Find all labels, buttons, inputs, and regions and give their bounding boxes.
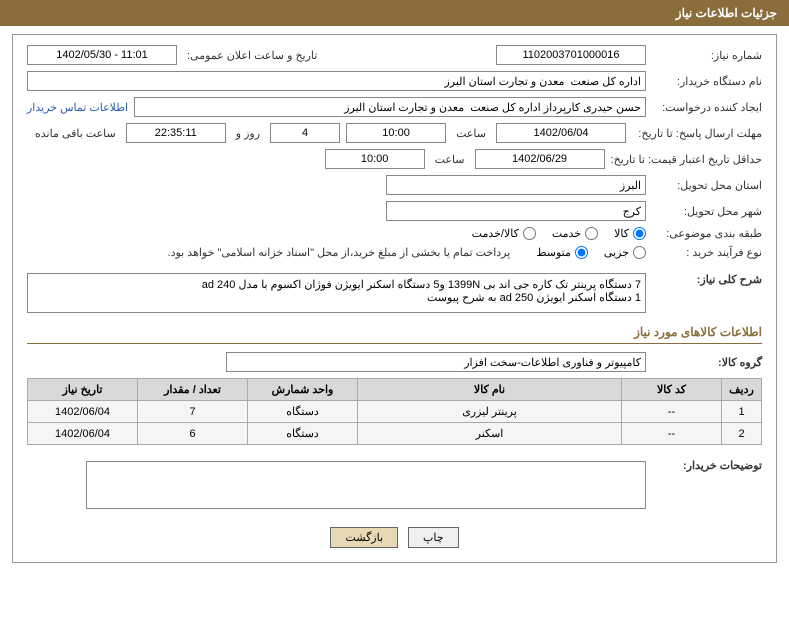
label-remaining: ساعت باقی مانده [31,127,120,140]
goods-table: ردیف کد کالا نام کالا واحد شمارش تعداد /… [27,378,762,445]
page-header: جزئیات اطلاعات نیاز [0,0,789,26]
radio-medium[interactable] [575,246,588,259]
table-cell: 1 [722,401,762,423]
radio-group-purchase: جزیی متوسط [536,246,646,259]
row-province: استان محل تحویل: [27,175,762,195]
input-announce-date[interactable] [27,45,177,65]
input-goods-group[interactable] [226,352,646,372]
row-city: شهر محل تحویل: [27,201,762,221]
label-announce-date: تاریخ و ساعت اعلان عمومی: [183,49,321,62]
textarea-summary[interactable] [27,273,646,313]
input-response-date[interactable] [496,123,626,143]
th-date: تاریخ نیاز [28,379,138,401]
form-container: شماره نیاز: تاریخ و ساعت اعلان عمومی: نا… [12,34,777,563]
label-response-time: ساعت [452,127,490,140]
row-buyer-org: نام دستگاه خریدار: [27,71,762,91]
back-button[interactable]: بازگشت [330,527,398,548]
input-response-time[interactable] [346,123,446,143]
label-summary: شرح کلی نیاز: [652,273,762,286]
radio-group-category: کالا خدمت کالا/خدمت [472,227,646,240]
link-contact-buyer[interactable]: اطلاعات تماس خریدار [27,101,128,114]
label-buyer-notes: توضیحات خریدار: [652,459,762,472]
input-validity-date[interactable] [475,149,605,169]
label-validity-time: ساعت [431,153,469,166]
buyer-notes-box[interactable] [86,461,646,509]
th-unit: واحد شمارش [248,379,358,401]
table-header-row: ردیف کد کالا نام کالا واحد شمارش تعداد /… [28,379,762,401]
label-category: طبقه بندی موضوعی: [652,227,762,240]
row-category: طبقه بندی موضوعی: کالا خدمت کالا/خدمت [27,227,762,240]
table-cell: -- [622,401,722,423]
radio-both-label: کالا/خدمت [472,227,519,240]
radio-medium-label: متوسط [536,246,571,259]
label-requester: ایجاد کننده درخواست: [652,101,762,114]
purchase-note: پرداخت تمام یا بخشی از مبلغ خرید،از محل … [168,246,511,259]
input-response-days[interactable] [270,123,340,143]
table-cell: 6 [138,423,248,445]
table-cell: -- [622,423,722,445]
label-purchase-type: نوع فرآیند خرید : [652,246,762,259]
label-city: شهر محل تحویل: [652,205,762,218]
label-goods-group: گروه کالا: [652,356,762,369]
radio-goods[interactable] [633,227,646,240]
table-cell: پرینتر لیزری [358,401,622,423]
table-cell: دستگاه [248,401,358,423]
input-remaining-time[interactable] [126,123,226,143]
th-qty: تعداد / مقدار [138,379,248,401]
radio-service-label: خدمت [552,227,581,240]
label-days: روز و [232,127,264,140]
row-buyer-notes: توضیحات خریدار: [27,459,762,509]
th-name: نام کالا [358,379,622,401]
print-button[interactable]: چاپ [408,527,459,548]
table-row: 1--پرینتر لیزریدستگاه71402/06/04 [28,401,762,423]
input-buyer-org[interactable] [27,71,646,91]
th-code: کد کالا [622,379,722,401]
label-buyer-org: نام دستگاه خریدار: [652,75,762,88]
input-requester[interactable] [134,97,646,117]
row-response-deadline: مهلت ارسال پاسخ: تا تاریخ: ساعت روز و سا… [27,123,762,143]
label-response-deadline: مهلت ارسال پاسخ: تا تاریخ: [632,127,762,140]
table-row: 2--اسکنردستگاه61402/06/04 [28,423,762,445]
input-request-number[interactable] [496,45,646,65]
th-row: ردیف [722,379,762,401]
button-row: چاپ بازگشت [27,515,762,552]
table-cell: 1402/06/04 [28,423,138,445]
input-province[interactable] [386,175,646,195]
table-cell: 1402/06/04 [28,401,138,423]
page-title: جزئیات اطلاعات نیاز [676,6,777,20]
input-city[interactable] [386,201,646,221]
table-cell: 7 [138,401,248,423]
row-validity-deadline: حداقل تاریخ اعتبار قیمت: تا تاریخ: ساعت [27,149,762,169]
row-request-number: شماره نیاز: تاریخ و ساعت اعلان عمومی: [27,45,762,65]
radio-both[interactable] [523,227,536,240]
label-province: استان محل تحویل: [652,179,762,192]
radio-minor-label: جزیی [604,246,629,259]
section-goods-title: اطلاعات کالاهای مورد نیاز [27,321,762,344]
table-cell: 2 [722,423,762,445]
table-cell: اسکنر [358,423,622,445]
label-validity-deadline: حداقل تاریخ اعتبار قیمت: تا تاریخ: [611,153,762,166]
row-summary: شرح کلی نیاز: [27,273,762,313]
input-validity-time[interactable] [325,149,425,169]
row-purchase-type: نوع فرآیند خرید : جزیی متوسط پرداخت تمام… [27,246,762,259]
radio-goods-label: کالا [614,227,629,240]
radio-service[interactable] [585,227,598,240]
row-requester: ایجاد کننده درخواست: اطلاعات تماس خریدار [27,97,762,117]
row-goods-group: گروه کالا: [27,352,762,372]
table-cell: دستگاه [248,423,358,445]
radio-minor[interactable] [633,246,646,259]
label-request-number: شماره نیاز: [652,49,762,62]
